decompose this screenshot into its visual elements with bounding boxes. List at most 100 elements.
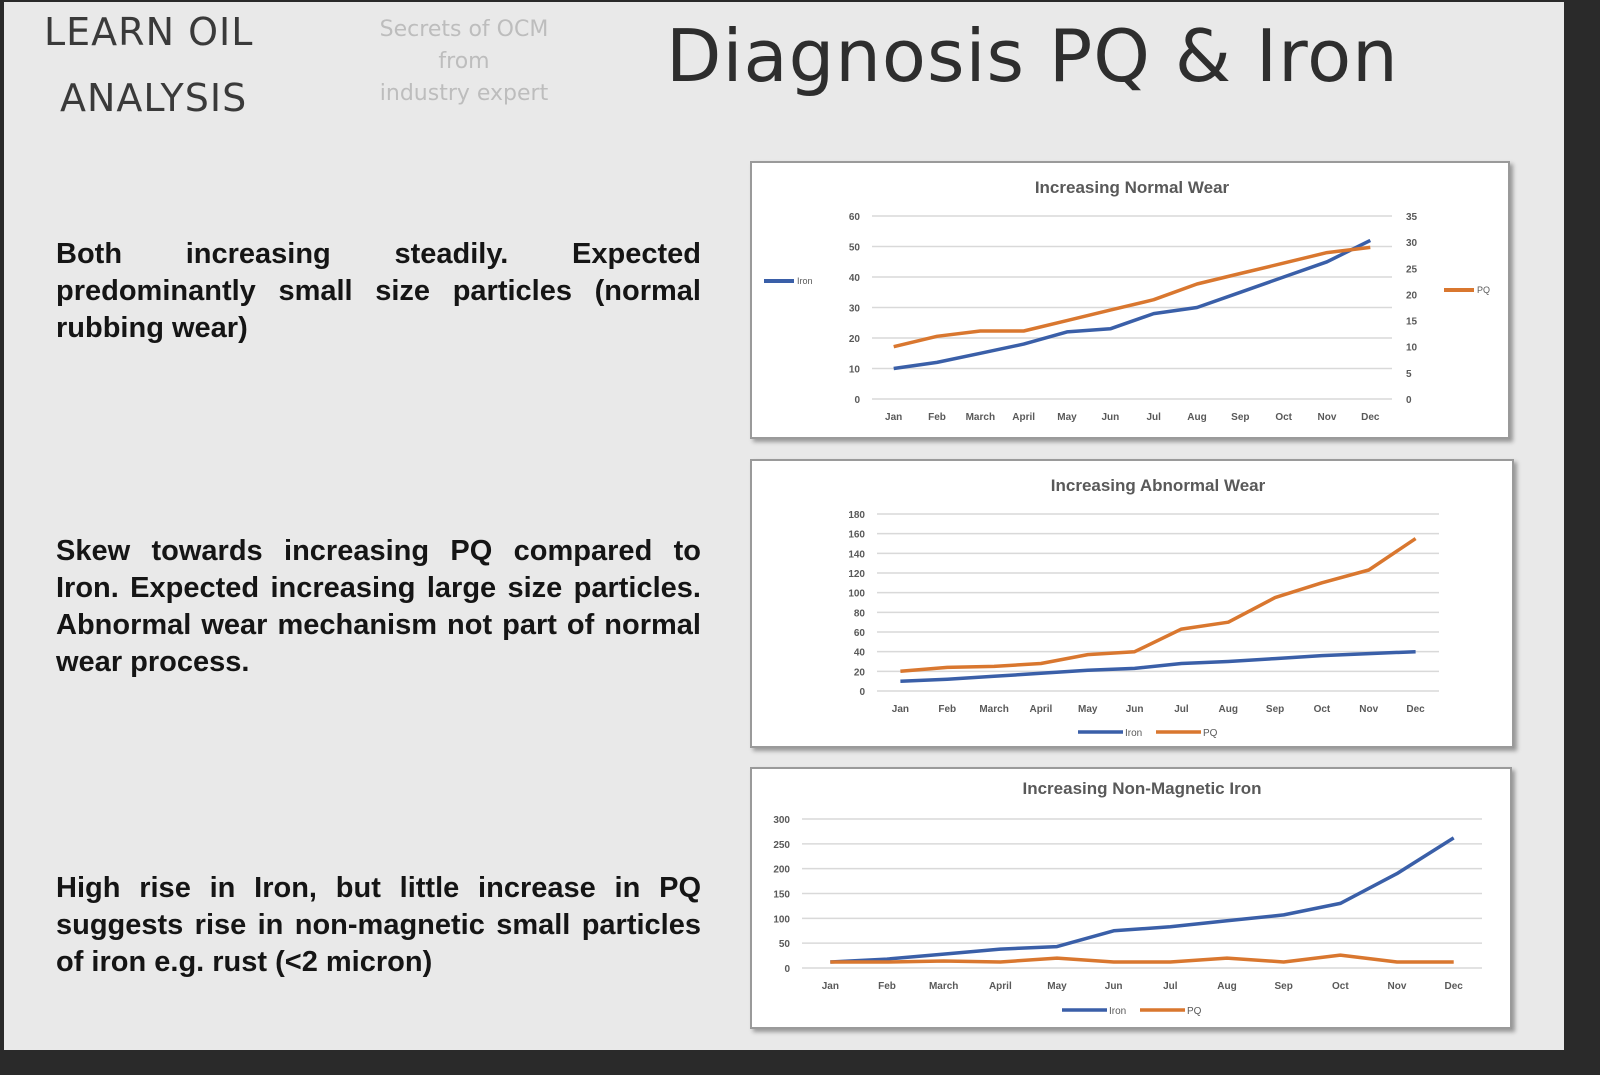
- y-tick-label: 180: [848, 510, 865, 521]
- chart-non-magnetic-iron: Increasing Non-Magnetic Iron 0 50 100 150 200…: [750, 767, 1512, 1029]
- x-tick-label: Jun: [1105, 981, 1123, 992]
- x-tick-label: Jan: [892, 704, 909, 715]
- brand-line-2: ANALYSIS: [60, 76, 248, 120]
- y-tick-label: 140: [848, 549, 865, 560]
- x-tick-label: Dec: [1361, 412, 1380, 423]
- chart-svg: Increasing Non-Magnetic Iron 0 50 100 150 200…: [773, 779, 1482, 1017]
- y2-tick-label: 15: [1406, 317, 1418, 328]
- x-tick-label: May: [1057, 412, 1077, 423]
- x-tick-label: Feb: [878, 981, 896, 992]
- x-tick-label: April: [989, 981, 1012, 992]
- y-tick-label: 100: [773, 914, 790, 925]
- series-line-pq: [900, 537, 1417, 674]
- description-non-magnetic-iron: High rise in Iron, but little increase i…: [56, 872, 701, 978]
- y2-tick-label: 10: [1406, 343, 1418, 354]
- y2-tick-label: 35: [1406, 212, 1418, 223]
- x-tick-label: Aug: [1217, 981, 1236, 992]
- x-tick-label: Sep: [1231, 412, 1249, 423]
- x-tick-label: Dec: [1406, 704, 1425, 715]
- x-tick-label: May: [1078, 704, 1098, 715]
- y2-tick-label: 30: [1406, 238, 1418, 249]
- tagline-line: Secrets of OCM: [379, 17, 549, 42]
- y-tick-label: 300: [773, 815, 790, 826]
- description-abnormal-wear: Skew towards increasing PQ compared to I…: [56, 535, 701, 678]
- x-tick-label: Nov: [1359, 704, 1378, 715]
- y2-tick-label: 0: [1406, 395, 1412, 406]
- x-tick-label: Jul: [1146, 412, 1161, 423]
- x-tick-label: Nov: [1318, 412, 1337, 423]
- x-tick-label: Jan: [822, 981, 839, 992]
- x-tick-label: Feb: [938, 704, 956, 715]
- series-line-iron: [900, 649, 1416, 683]
- x-tick-label: Jan: [885, 412, 902, 423]
- x-tick-label: Sep: [1266, 704, 1284, 715]
- chart-svg: Increasing Abnormal Wear 0 20 40 60 80 100 120 1…: [848, 476, 1439, 739]
- y-tick-label: 0: [784, 964, 790, 975]
- legend-label: Iron: [797, 276, 813, 286]
- y-tick-label: 0: [854, 395, 860, 406]
- x-tick-label: March: [979, 704, 1008, 715]
- x-tick-label: Jul: [1163, 981, 1178, 992]
- y-tick-label: 40: [854, 648, 866, 659]
- brand-line-1: LEARN OIL: [44, 10, 254, 54]
- chart-title: Increasing Non-Magnetic Iron: [1023, 779, 1262, 798]
- y-tick-label: 160: [848, 530, 865, 541]
- y-tick-label: 200: [773, 865, 790, 876]
- page-title: Diagnosis PQ & Iron: [666, 14, 1399, 98]
- y-tick-label: 50: [779, 939, 791, 950]
- x-tick-label: Oct: [1275, 412, 1292, 423]
- x-tick-label: Sep: [1274, 981, 1292, 992]
- x-tick-label: May: [1047, 981, 1067, 992]
- x-tick-label: March: [929, 981, 958, 992]
- x-tick-label: Jul: [1174, 704, 1189, 715]
- tagline-line: from: [438, 49, 490, 74]
- y-tick-label: 10: [849, 365, 861, 376]
- y-tick-label: 60: [854, 628, 866, 639]
- x-tick-label: March: [966, 412, 995, 423]
- y-tick-label: 0: [859, 687, 865, 698]
- x-tick-label: Aug: [1219, 704, 1238, 715]
- series-line-pq: [893, 245, 1371, 349]
- x-tick-label: Dec: [1444, 981, 1463, 992]
- chart-abnormal-wear: Increasing Abnormal Wear 0 20 40 60 80 100 120 1…: [750, 459, 1514, 748]
- legend-label: PQ: [1203, 728, 1218, 739]
- chart-normal-wear: Increasing Normal Wear 0 10 20 30 40 50 60 0 5 10 1…: [750, 161, 1510, 439]
- series-line-pq: [830, 953, 1454, 964]
- legend-label: PQ: [1187, 1006, 1202, 1017]
- x-tick-label: Feb: [928, 412, 946, 423]
- tagline-line: industry expert: [379, 81, 549, 106]
- x-tick-label: Oct: [1314, 704, 1331, 715]
- x-tick-label: Jun: [1101, 412, 1119, 423]
- description-normal-wear: Both increasing steadily. Expected predo…: [56, 238, 701, 344]
- chart-title: Increasing Normal Wear: [1035, 178, 1230, 197]
- y-tick-label: 80: [854, 608, 866, 619]
- chart-title: Increasing Abnormal Wear: [1051, 476, 1266, 495]
- y2-tick-label: 25: [1406, 264, 1418, 275]
- legend-label: Iron: [1109, 1006, 1126, 1017]
- tagline: Secrets of OCM from industry expert: [344, 12, 584, 112]
- x-tick-label: Jun: [1126, 704, 1144, 715]
- y-tick-label: 20: [854, 667, 866, 678]
- y-tick-label: 120: [848, 569, 865, 580]
- y-tick-label: 20: [849, 334, 861, 345]
- y2-tick-label: 5: [1406, 369, 1412, 380]
- y-tick-label: 250: [773, 840, 790, 851]
- y-tick-label: 60: [849, 212, 861, 223]
- y-tick-label: 30: [849, 304, 861, 315]
- chart-svg: Increasing Normal Wear 0 10 20 30 40 50 60 0 5 10 1…: [764, 178, 1490, 423]
- slide: LEARN OIL ANALYSIS Secrets of OCM from i…: [4, 2, 1564, 1050]
- x-tick-label: April: [1030, 704, 1053, 715]
- x-tick-label: Oct: [1332, 981, 1349, 992]
- series-line-iron: [830, 836, 1455, 964]
- y-tick-label: 40: [849, 273, 861, 284]
- x-tick-label: Aug: [1187, 412, 1206, 423]
- y-tick-label: 50: [849, 243, 861, 254]
- y2-tick-label: 20: [1406, 290, 1418, 301]
- x-tick-label: Nov: [1388, 981, 1407, 992]
- legend-label: PQ: [1477, 285, 1490, 295]
- x-tick-label: April: [1012, 412, 1035, 423]
- y-tick-label: 150: [773, 890, 790, 901]
- y-tick-label: 100: [848, 589, 865, 600]
- series-line-iron: [893, 238, 1372, 371]
- legend-label: Iron: [1125, 728, 1142, 739]
